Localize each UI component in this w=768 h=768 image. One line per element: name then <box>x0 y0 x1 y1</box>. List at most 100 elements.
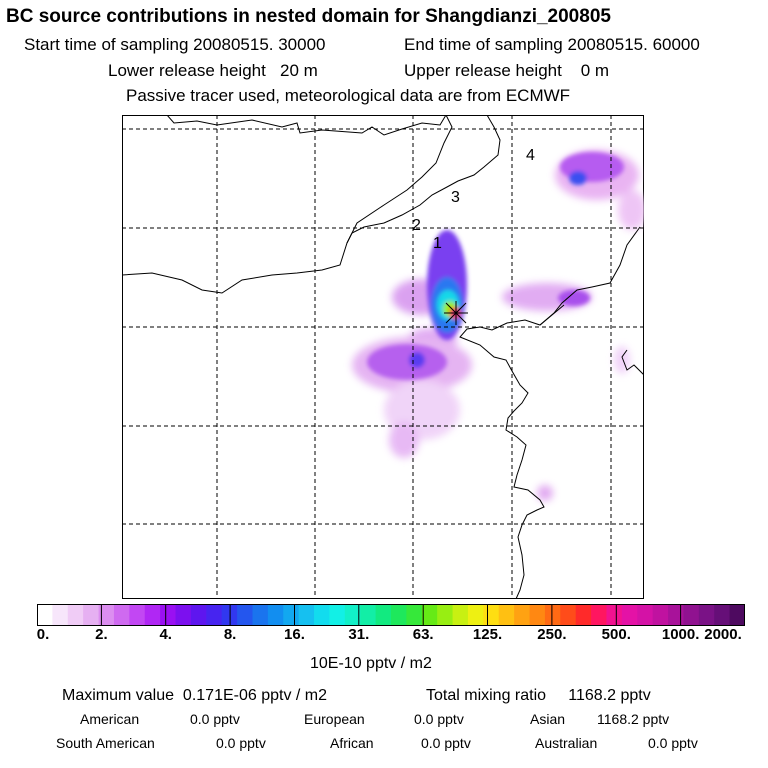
end-time-label: End time of sampling <box>404 35 563 54</box>
upper-release-line: Upper release height 0 m <box>404 61 609 81</box>
color-scale-cell <box>560 604 577 626</box>
region-label-1: 1 <box>433 235 442 252</box>
color-scale-cell <box>37 604 53 626</box>
color-scale-cell <box>544 604 561 626</box>
color-scale-cell <box>391 604 407 626</box>
color-scale-cell <box>406 604 423 626</box>
color-scale-cell <box>498 604 515 626</box>
max-value: 0.171E-06 pptv / m2 <box>182 687 328 704</box>
color-scale-cell <box>206 604 223 626</box>
start-time-line: Start time of sampling 20080515. 30000 <box>24 35 326 55</box>
color-scale-cell <box>190 604 207 626</box>
region-american-value: 0.0 pptv <box>190 711 240 727</box>
color-scale-cell <box>437 604 454 626</box>
region-label-3: 3 <box>451 189 460 206</box>
color-scale-cell <box>129 604 146 626</box>
color-scale-cell <box>467 604 484 626</box>
color-scale-tick-label: 16. <box>284 626 305 643</box>
tracer-note: Passive tracer used, meteorological data… <box>126 86 571 105</box>
region-american-name: American <box>80 711 140 727</box>
color-scale-cell <box>668 604 685 626</box>
lower-release-label: Lower release height <box>108 61 266 80</box>
color-scale-cell <box>298 604 315 626</box>
upper-release-value: 0 m <box>580 61 610 80</box>
color-scale-cell <box>683 604 700 626</box>
lower-release-value: 20 m <box>280 61 318 80</box>
color-scale-cell <box>67 604 84 626</box>
total-mixing-value: 1168.2 pptv <box>568 687 651 704</box>
color-scale-tick-label: 63. <box>412 626 434 643</box>
concentration-plume <box>352 150 644 501</box>
total-mixing-label: Total mixing ratio <box>426 687 547 704</box>
color-scale-cell <box>421 604 438 626</box>
color-scale-cell <box>344 604 361 626</box>
region-south-american-name: South American <box>56 735 155 751</box>
color-scale-cell <box>98 604 115 626</box>
color-scale-tick-label: 2. <box>95 626 108 643</box>
start-time-label: Start time of sampling <box>24 35 189 54</box>
color-scale-tick-label: 31. <box>348 626 370 643</box>
start-time-value: 20080515. 30000 <box>193 35 326 54</box>
region-south-american-value: 0.0 pptv <box>216 735 266 751</box>
color-scale-tick-label: 250. <box>537 626 567 643</box>
color-scale-cell <box>144 604 161 626</box>
region-label-4: 4 <box>526 147 535 164</box>
color-scale-cell <box>360 604 377 626</box>
region-australian-value: 0.0 pptv <box>648 735 698 751</box>
color-scale-cell <box>714 604 731 626</box>
color-scale-cell <box>452 604 469 626</box>
color-scale-cell <box>160 604 177 626</box>
color-scale-tick-label: 0. <box>36 626 50 643</box>
color-scale-cell <box>637 604 654 626</box>
color-scale-units: 10E-10 pptv / m2 <box>310 655 432 672</box>
color-scale-cell <box>483 604 500 626</box>
color-scale-bar <box>37 604 745 626</box>
max-value-line: Maximum value 0.171E-06 pptv / m2 <box>62 687 327 705</box>
color-scale-cell <box>514 604 531 626</box>
color-scale-cell <box>83 604 100 626</box>
color-scale-tick-label: 500. <box>601 626 631 643</box>
color-scale-tick-label: 125. <box>472 626 503 643</box>
upper-release-label: Upper release height <box>404 61 562 80</box>
lower-release-line: Lower release height 20 m <box>108 61 318 81</box>
color-scale-cell <box>698 604 715 626</box>
region-european-value: 0.0 pptv <box>414 711 464 727</box>
color-scale-cell <box>591 604 608 626</box>
color-scale-cell <box>52 604 69 626</box>
end-time-value: 20080515. 60000 <box>567 35 700 54</box>
region-asian-value: 1168.2 pptv <box>597 711 670 727</box>
region-label-2: 2 <box>412 217 421 234</box>
color-scale-cell <box>329 604 346 626</box>
color-scale-cell <box>267 604 284 626</box>
region-australian-name: Australian <box>535 735 598 751</box>
color-scale-frame <box>37 604 745 626</box>
max-value-label: Maximum value <box>62 687 175 704</box>
color-scale-cell <box>314 604 331 626</box>
source-map: 1 2 3 4 <box>122 115 644 599</box>
color-scale-tick-label: 1000. <box>661 626 700 643</box>
region-african-name: African <box>330 735 374 751</box>
color-scale-cell <box>283 604 300 626</box>
color-scale-tick-label: 4. <box>159 626 172 643</box>
region-asian-name: Asian <box>530 711 566 727</box>
color-scale-cell <box>621 604 638 626</box>
color-scale-cell <box>175 604 192 626</box>
color-scale-tick-label: 2000. <box>704 626 742 643</box>
color-scale-cell <box>113 604 130 626</box>
color-scale-cell <box>729 604 745 626</box>
color-scale-cell <box>375 604 392 626</box>
end-time-line: End time of sampling 20080515. 60000 <box>404 35 700 55</box>
total-mixing-line: Total mixing ratio 1168.2 pptv <box>426 687 651 705</box>
color-scale-cell <box>575 604 592 626</box>
plot-title: BC source contributions in nested domain… <box>6 6 611 27</box>
color-scale-cell <box>237 604 254 626</box>
color-scale-cell <box>529 604 546 626</box>
coastline <box>122 115 644 599</box>
map-grid <box>122 115 644 599</box>
color-scale-cell <box>652 604 669 626</box>
region-african-value: 0.0 pptv <box>421 735 471 751</box>
x-marker-icon <box>444 301 468 325</box>
color-scale-cell <box>606 604 623 626</box>
region-european-name: European <box>304 711 365 727</box>
color-scale-tick-label: 8. <box>223 626 237 643</box>
